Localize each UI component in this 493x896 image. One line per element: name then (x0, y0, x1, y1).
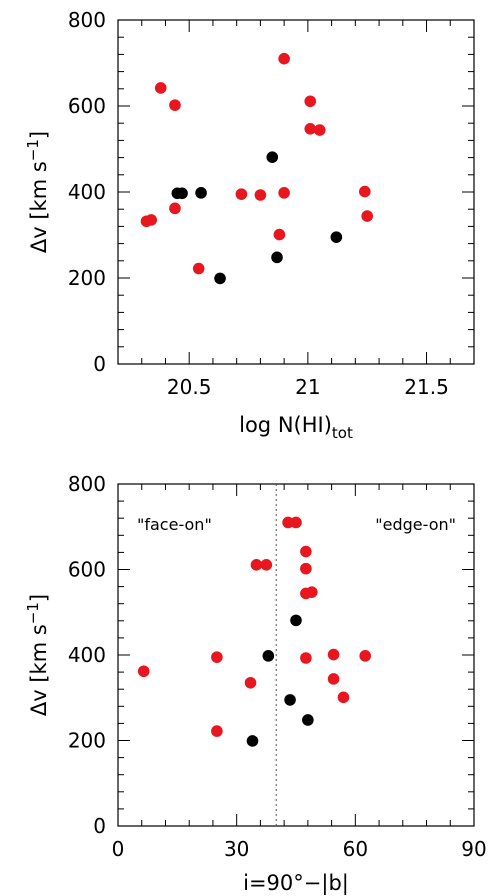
points (137, 516, 372, 747)
data-point-red (359, 185, 371, 198)
x-tick-label: 20.5 (167, 375, 212, 399)
points (140, 52, 374, 285)
x-tick-label: 30 (224, 837, 249, 861)
data-point-black (176, 187, 188, 200)
data-point-red (169, 202, 181, 215)
data-point-red (290, 516, 302, 529)
data-point-red (361, 210, 374, 222)
data-point-red (273, 228, 286, 241)
data-point-black (214, 272, 226, 285)
data-point-red (250, 558, 263, 571)
x-tick-label: 21 (295, 375, 320, 399)
data-point-black (330, 231, 343, 243)
y-axis-label: Δv [km s−1] (24, 594, 51, 716)
x-tick-label: 21.5 (404, 375, 449, 399)
data-point-black (284, 694, 296, 706)
data-point-black (271, 251, 283, 264)
data-point-red (304, 122, 317, 135)
data-point-black (302, 714, 314, 726)
y-tick-label: 800 (68, 8, 106, 32)
ticks: 0 30 60 90 0 200 400 600 800 (68, 472, 487, 861)
y-tick-label: 400 (68, 180, 106, 204)
x-axis-label: log N(HI)tot (239, 413, 353, 442)
data-point-red (327, 673, 340, 685)
data-point-red (306, 586, 318, 598)
ticks: 20.5 21 21.5 0 200 400 600 800 (68, 8, 475, 399)
data-point-black (266, 151, 279, 163)
data-point-red (337, 691, 350, 704)
data-point-red (254, 189, 267, 201)
y-tick-label: 0 (93, 814, 106, 838)
y-tick-label: 200 (68, 729, 106, 753)
data-point-red (154, 82, 167, 94)
data-point-red (359, 650, 372, 662)
data-point-black (246, 735, 259, 747)
data-point-red (169, 99, 181, 111)
data-point-red (278, 52, 290, 65)
panel-top: 20.5 21 21.5 0 200 400 600 800 log N(HI)tot Δv … (24, 8, 475, 442)
panel-bottom: "face-on" "edge-on" 0 30 60 90 0 200 400 600 800… (24, 472, 487, 896)
data-point-red (137, 665, 150, 678)
data-point-black (195, 187, 207, 199)
annotation-edge-on: "edge-on" (375, 515, 456, 534)
plot-frame (117, 19, 475, 365)
y-axis-label: Δv [km s−1] (24, 131, 51, 253)
data-point-red (235, 188, 248, 200)
x-tick-label: 60 (343, 837, 368, 861)
plot-frame (117, 483, 475, 827)
data-point-red (327, 648, 340, 661)
data-point-black (262, 650, 275, 662)
y-tick-label: 800 (68, 472, 106, 496)
data-point-red (278, 187, 290, 199)
y-tick-label: 0 (93, 352, 106, 376)
data-point-red (300, 562, 312, 575)
y-tick-label: 600 (68, 558, 106, 582)
data-point-red (300, 545, 312, 558)
data-point-red (192, 262, 205, 275)
data-point-red (211, 651, 223, 663)
x-tick-label: 90 (461, 837, 486, 861)
data-point-black (290, 614, 302, 627)
y-tick-label: 600 (68, 94, 106, 118)
y-tick-label: 400 (68, 643, 106, 667)
x-tick-label: 0 (112, 837, 125, 861)
annotation-face-on: "face-on" (137, 515, 212, 534)
y-tick-label: 200 (68, 266, 106, 290)
data-point-red (211, 725, 223, 737)
data-point-red (260, 558, 273, 571)
data-point-red (313, 124, 326, 136)
data-point-red (300, 652, 312, 664)
data-point-red (304, 95, 317, 108)
data-point-red (244, 676, 257, 689)
data-point-red (145, 214, 158, 226)
x-axis-label: i=90°−|b| (243, 871, 349, 896)
